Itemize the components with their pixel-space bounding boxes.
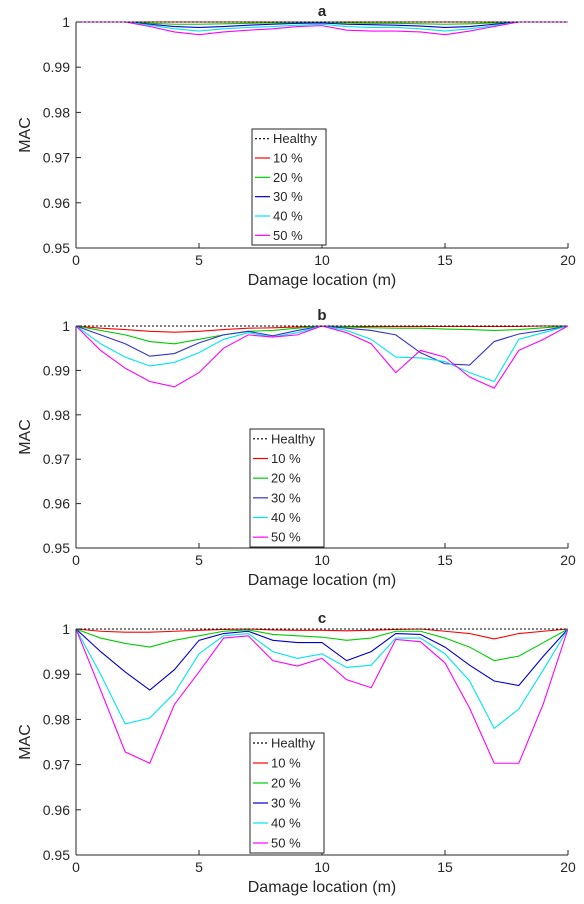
- legend-label: Healthy: [271, 431, 316, 446]
- series-group: [76, 21, 568, 36]
- y-tick-label: 1: [62, 621, 70, 637]
- series-group: [76, 325, 568, 389]
- y-tick-label: 0.99: [43, 666, 70, 682]
- x-axis-label: Damage location (m): [248, 272, 397, 289]
- legend: Healthy 10 % 20 % 30 % 40 % 50 %: [249, 732, 325, 854]
- legend-label: 40 %: [271, 816, 301, 831]
- chart-panel-c: c 0 5 10 15 20 0.95 0.96 0.97 0.98 0.99 1 Damage loc…: [17, 610, 576, 896]
- y-tick-label: 0.95: [43, 240, 70, 256]
- x-tick-label: 20: [560, 552, 576, 568]
- legend: Healthy 10 % 20 % 30 % 40 % 50 %: [251, 128, 327, 246]
- y-tick-label: 0.97: [43, 451, 70, 467]
- y-tick-label: 0.95: [43, 847, 70, 863]
- y-tick-label: 0.95: [43, 540, 70, 556]
- series-line-50pct: [76, 21, 568, 36]
- chart-title: b: [317, 307, 326, 324]
- chart-title: a: [318, 3, 327, 20]
- series-line-20pct: [76, 628, 568, 662]
- x-tick-label: 15: [437, 552, 453, 568]
- y-tick-label: 0.99: [43, 362, 70, 378]
- x-tick-label: 20: [560, 859, 576, 875]
- x-tick-label: 0: [72, 552, 80, 568]
- series-line-40pct: [76, 21, 568, 32]
- legend-box: [251, 128, 327, 246]
- legend-label: Healthy: [273, 131, 318, 146]
- y-tick-label: 0.97: [43, 150, 70, 166]
- legend-label: 10 %: [273, 151, 303, 166]
- legend-label: 20 %: [273, 170, 303, 185]
- legend-label: 30 %: [271, 796, 301, 811]
- x-tick-label: 20: [560, 252, 576, 268]
- legend-label: 20 %: [271, 471, 301, 486]
- legend-label: 40 %: [273, 209, 303, 224]
- y-tick-label: 1: [62, 318, 70, 334]
- legend-label: 30 %: [271, 490, 301, 505]
- series-line-30pct: [76, 21, 568, 28]
- y-tick-label: 0.98: [43, 104, 70, 120]
- x-tick-label: 5: [195, 252, 203, 268]
- x-axis-label: Damage location (m): [248, 879, 397, 896]
- y-tick-label: 0.98: [43, 407, 70, 423]
- y-axis-label: MAC: [17, 724, 34, 760]
- x-tick-label: 15: [437, 859, 453, 875]
- y-tick-label: 0.96: [43, 496, 70, 512]
- legend-label: 20 %: [271, 776, 301, 791]
- series-group: [76, 628, 568, 764]
- legend: Healthy 10 % 20 % 30 % 40 % 50 %: [249, 428, 325, 548]
- y-axis-label: MAC: [17, 117, 34, 153]
- series-line-10pct: [76, 628, 568, 640]
- y-tick-label: 0.96: [43, 195, 70, 211]
- chart-title: c: [318, 610, 326, 627]
- legend-box: [249, 428, 325, 548]
- chart-panel-a: a 0 5 10 15 20 0.95 0.96 0.97 0.98 0.99 1 Damage loc…: [17, 3, 576, 289]
- x-tick-label: 10: [314, 859, 330, 875]
- legend-label: 10 %: [271, 451, 301, 466]
- y-tick-label: 0.96: [43, 802, 70, 818]
- x-tick-label: 5: [195, 552, 203, 568]
- series-line-30pct: [76, 628, 568, 691]
- y-tick-label: 1: [62, 14, 70, 30]
- legend-label: 50 %: [271, 836, 301, 851]
- chart-panel-b: b 0 5 10 15 20 0.95 0.96 0.97 0.98 0.99 1 Damage loc…: [17, 307, 576, 589]
- x-tick-label: 10: [314, 252, 330, 268]
- y-tick-label: 0.98: [43, 711, 70, 727]
- legend-label: 30 %: [273, 189, 303, 204]
- y-tick-label: 0.99: [43, 59, 70, 75]
- x-tick-label: 5: [195, 859, 203, 875]
- legend-label: Healthy: [271, 736, 316, 751]
- x-tick-label: 15: [437, 252, 453, 268]
- x-tick-label: 0: [72, 252, 80, 268]
- y-axis-label: MAC: [17, 419, 34, 455]
- legend-label: 50 %: [271, 530, 301, 545]
- legend-label: 40 %: [271, 510, 301, 525]
- y-tick-label: 0.97: [43, 757, 70, 773]
- legend-box: [249, 732, 325, 854]
- x-tick-label: 0: [72, 859, 80, 875]
- series-line-50pct: [76, 628, 568, 764]
- x-axis-label: Damage location (m): [248, 572, 397, 589]
- x-tick-label: 10: [314, 552, 330, 568]
- series-line-40pct: [76, 628, 568, 730]
- legend-label: 50 %: [273, 228, 303, 243]
- legend-label: 10 %: [271, 756, 301, 771]
